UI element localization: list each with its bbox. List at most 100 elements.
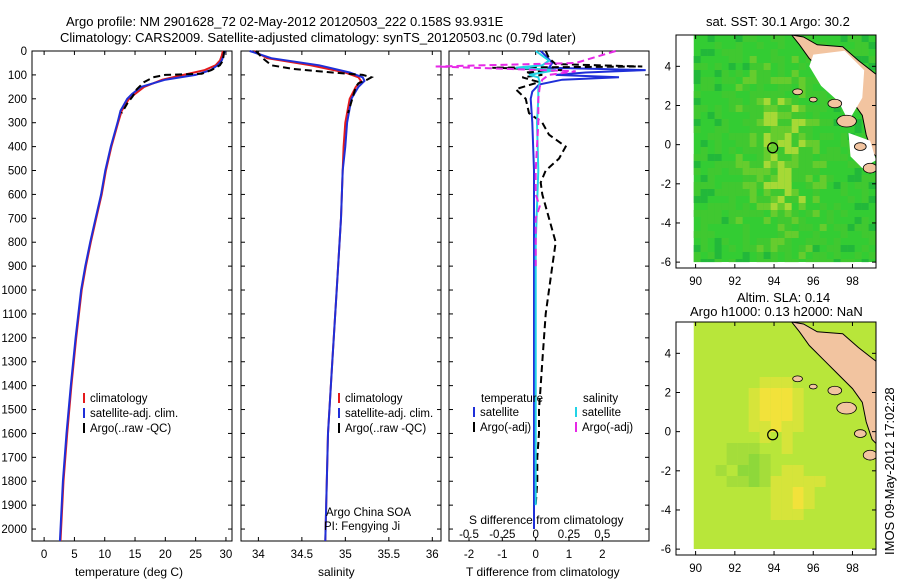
x-tick-label: 15 xyxy=(129,549,142,561)
sla-map-title2: Argo h1000: 0.13 h2000: NaN xyxy=(690,304,863,319)
title-line1: Argo profile: NM 2901628_72 02-May-2012 … xyxy=(66,14,504,29)
map-y-tick-label: 2 xyxy=(665,100,671,112)
x-tick-label: 5 xyxy=(71,549,77,561)
island xyxy=(854,142,867,151)
y-tick-label: 1600 xyxy=(1,428,27,440)
x-tick-label: 36 xyxy=(426,549,439,561)
series-argo xyxy=(120,50,226,114)
plot-frame xyxy=(31,50,233,542)
x2-tick-label: 0.25 xyxy=(558,529,580,541)
y-tick-label: 2000 xyxy=(1,524,27,536)
y-tick-label: 300 xyxy=(8,118,27,130)
map-field xyxy=(693,322,876,550)
difference-panel: -2 -1 0 1 2 -0.5 -0.25 0 0.25 0.5 temperature salin… xyxy=(435,50,650,561)
salinity-panel: 34 34.5 35 35.5 36 climatology satellite-adj. … xyxy=(240,50,442,561)
legend-label: climatology xyxy=(345,393,403,405)
xlabel-tdiff: T difference from climatology xyxy=(466,565,620,579)
map-x-tick-label: 96 xyxy=(807,276,820,288)
island xyxy=(827,98,843,109)
map-y-tick-label: -4 xyxy=(661,505,672,517)
map-x-tick-label: 98 xyxy=(846,563,859,575)
island xyxy=(808,383,818,390)
y-tick-label: 900 xyxy=(8,261,27,273)
map-y-tick-label: -2 xyxy=(661,466,671,478)
sla-map-title1: Altim. SLA: 0.14 xyxy=(737,290,830,305)
y-tick-label: 1100 xyxy=(2,309,27,321)
series-t_satellite xyxy=(529,50,646,529)
y-tick-label: 0 xyxy=(21,46,27,58)
map-x-tick-label: 90 xyxy=(689,563,702,575)
map-x-tick-label: 98 xyxy=(846,276,859,288)
legend-header: salinity xyxy=(583,393,618,405)
map-x-tick-label: 92 xyxy=(728,276,741,288)
missing-data xyxy=(809,50,865,122)
legend-label: Argo(..raw -QC) xyxy=(345,423,426,435)
xlabel-sdiff: S difference from climatology xyxy=(469,513,624,527)
x-tick-label: 35 xyxy=(339,549,352,561)
legend-label: satellite xyxy=(582,407,621,419)
y-tick-label: 1300 xyxy=(1,357,27,369)
map-x-tick-label: 90 xyxy=(689,276,702,288)
legend-label: satellite-adj. clim. xyxy=(345,408,433,420)
island xyxy=(854,429,867,438)
x-tick-label: 0 xyxy=(41,549,47,561)
plot-frame xyxy=(448,50,650,542)
argo-position-marker xyxy=(767,429,779,441)
island xyxy=(792,375,803,383)
x2-tick-label: -0.25 xyxy=(489,529,515,541)
island xyxy=(862,162,876,174)
annotation-line1: Argo China SOA xyxy=(326,507,411,519)
map-x-tick-label: 96 xyxy=(807,563,820,575)
island xyxy=(836,114,857,128)
argo-position-marker xyxy=(767,142,779,154)
map-y-tick-label: 2 xyxy=(665,387,671,399)
x-tick-label: 2 xyxy=(599,549,605,561)
x2-tick-label: 0.5 xyxy=(594,529,610,541)
island xyxy=(808,96,818,103)
map-y-tick-label: 0 xyxy=(665,140,671,152)
legend-header: temperature xyxy=(481,393,543,405)
map-y-tick-label: -2 xyxy=(661,179,671,191)
sla-map: 90 92 94 96 98 4 2 0 -2 -4 -6 xyxy=(661,321,877,575)
map-x-tick-label: 94 xyxy=(768,276,781,288)
legend-label: Argo(-adj) xyxy=(582,422,633,434)
temperature-panel: 0100200300400500600700800900100011001200… xyxy=(1,46,233,561)
map-y-tick-label: 0 xyxy=(665,427,671,439)
xlabel-salinity: salinity xyxy=(318,565,355,579)
y-tick-label: 1500 xyxy=(1,405,27,417)
series-s_satellite xyxy=(515,50,556,506)
y-tick-label: 400 xyxy=(8,142,27,154)
y-tick-label: 700 xyxy=(8,213,27,225)
y-tick-label: 600 xyxy=(8,189,27,201)
island xyxy=(862,449,876,461)
x-tick-label: 0 xyxy=(532,549,538,561)
x2-tick-label: -0.5 xyxy=(459,529,479,541)
y-tick-label: 1000 xyxy=(1,285,27,297)
sst-map-title: sat. SST: 30.1 Argo: 30.2 xyxy=(706,14,850,29)
y-tick-label: 100 xyxy=(8,70,27,82)
y-tick-label: 1200 xyxy=(1,333,27,345)
map-y-tick-label: -4 xyxy=(661,218,672,230)
island xyxy=(792,88,803,96)
x-tick-label: 35.5 xyxy=(378,549,400,561)
island xyxy=(827,385,843,396)
map-y-tick-label: 4 xyxy=(665,61,672,73)
x2-tick-label: 0 xyxy=(532,529,538,541)
x-tick-label: -2 xyxy=(464,549,474,561)
legend-label: Argo(-adj) xyxy=(480,422,531,434)
x-tick-label: 25 xyxy=(189,549,202,561)
xlabel-temperature: temperature (deg C) xyxy=(75,565,183,579)
x-tick-label: 10 xyxy=(98,549,111,561)
land-sumatra xyxy=(791,322,876,445)
map-y-tick-label: -6 xyxy=(661,544,671,556)
x-tick-label: 34.5 xyxy=(291,549,313,561)
annotation-line2: PI: Fengying Ji xyxy=(324,521,400,533)
x-tick-label: 1 xyxy=(566,549,572,561)
island xyxy=(836,401,857,415)
legend-label: satellite-adj. clim. xyxy=(90,408,178,420)
map-x-tick-label: 94 xyxy=(768,563,781,575)
legend-label: climatology xyxy=(90,393,148,405)
map-field xyxy=(693,35,876,263)
y-tick-label: 1700 xyxy=(1,452,27,464)
